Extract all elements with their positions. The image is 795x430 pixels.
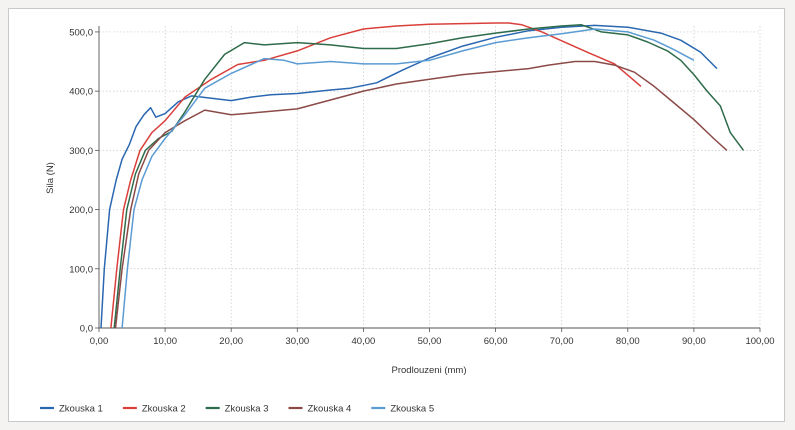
y-tick-label: 200,0 [69,205,93,216]
legend-label-2: Zkouska 2 [142,404,186,415]
y-axis-label: Sila (N) [45,162,56,194]
x-tick-label: 0,00 [90,336,109,347]
x-tick-label: 10,00 [153,336,177,347]
chart-frame [8,8,785,422]
legend-label-3: Zkouska 3 [225,404,269,415]
x-tick-label: 50,00 [418,336,442,347]
x-tick-label: 80,00 [616,336,640,347]
y-tick-label: 400,0 [69,87,93,98]
legend-label-4: Zkouska 4 [307,404,351,415]
legend: Zkouska 1 Zkouska 2 Zkouska 3 Zkouska 4 Zkou… [40,404,434,415]
series-line-1 [100,24,718,329]
x-axis-label: Prodlouzeni (mm) [392,365,467,376]
x-tick-label: 40,00 [352,336,376,347]
x-tick-label: 30,00 [285,336,309,347]
x-tick-label: 100,00 [745,336,774,347]
grid-lines [99,26,761,328]
tick-labels: 0,00 10,00 20,00 30,00 40,00 50,00 60,00 70,00 8… [69,27,774,347]
axes [95,26,761,332]
y-tick-label: 300,0 [69,146,93,157]
series-line-4 [114,60,728,329]
series-line-3 [113,24,745,329]
x-tick-label: 20,00 [219,336,243,347]
y-tick-label: 100,0 [69,264,93,275]
series-lines [100,22,745,329]
y-tick-label: 0,0 [80,324,93,335]
series-line-5 [121,28,695,329]
legend-label-5: Zkouska 5 [390,404,434,415]
x-tick-label: 60,00 [484,336,508,347]
x-tick-label: 70,00 [550,336,574,347]
y-tick-label: 500,0 [69,27,93,38]
x-tick-label: 90,00 [682,336,706,347]
legend-label-1: Zkouska 1 [59,404,103,415]
series-line-2 [110,22,642,329]
